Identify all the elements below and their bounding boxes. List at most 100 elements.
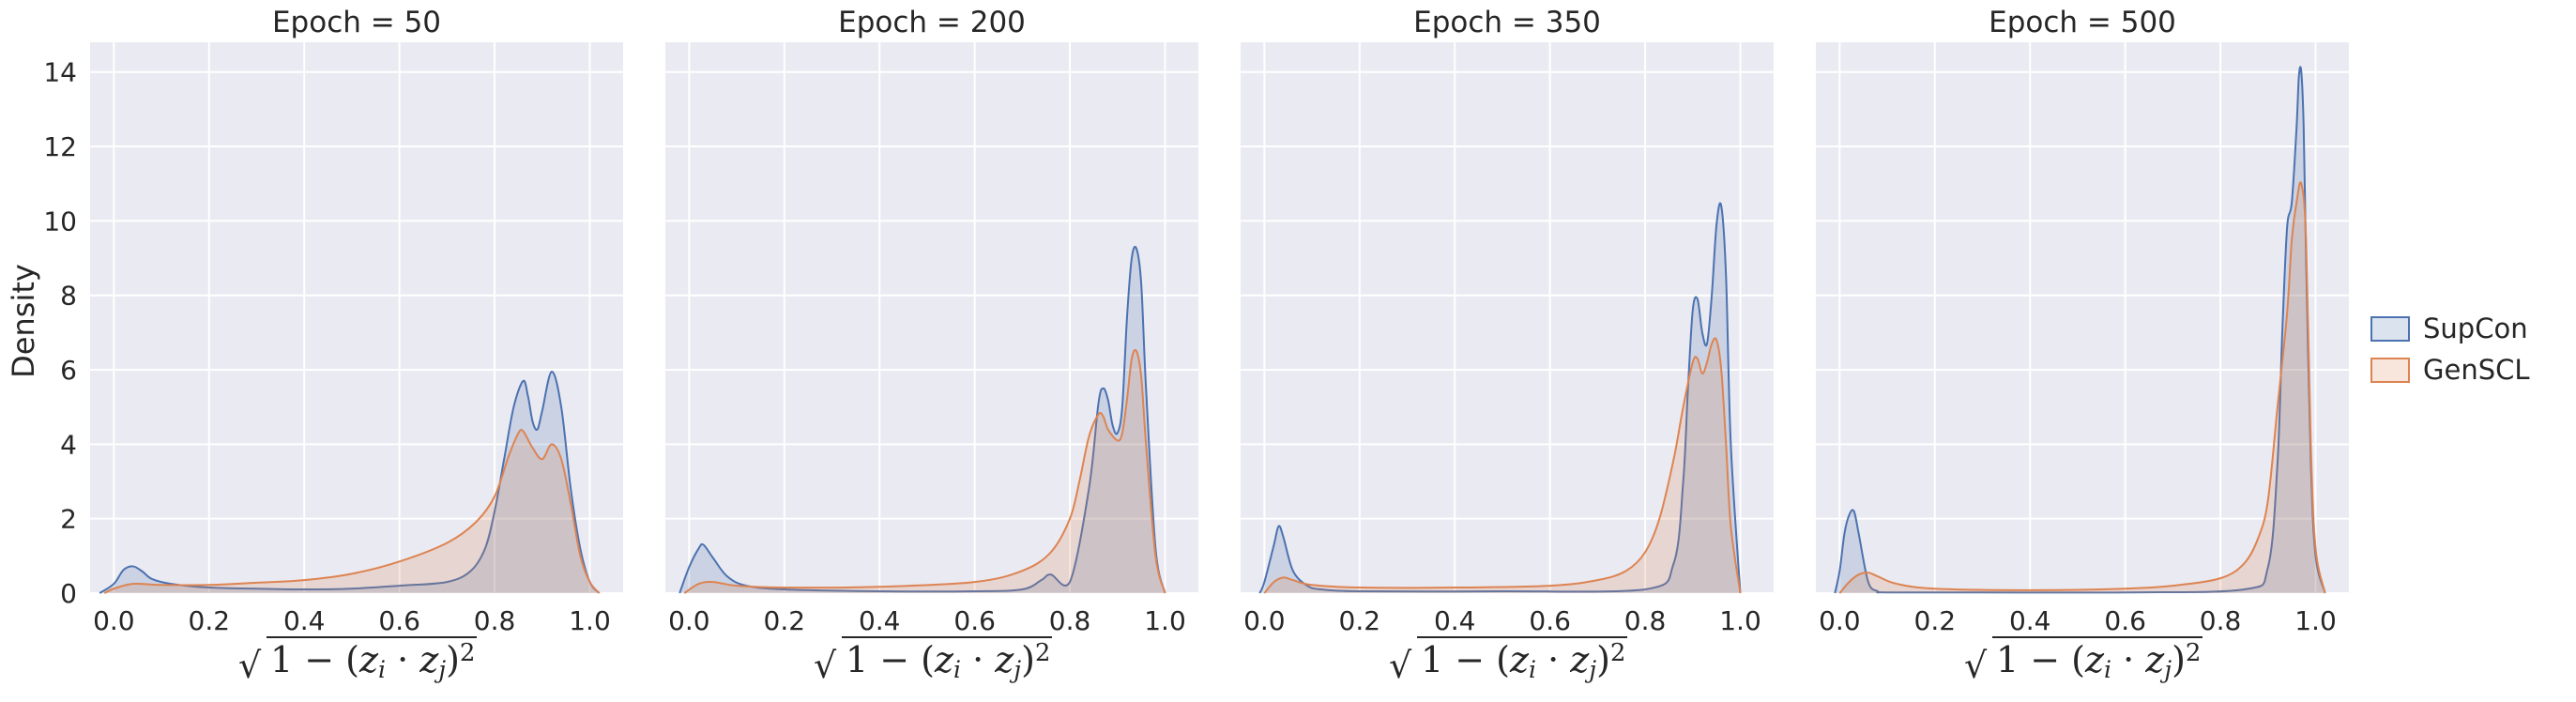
x-axis-label-sub1: i	[953, 656, 961, 683]
x-axis-label-radical: √	[1964, 645, 1988, 686]
legend-swatch-genscl	[2370, 358, 2410, 383]
x-axis-label-prefix: 1 − (	[270, 639, 359, 680]
density-line-supcon	[1258, 202, 1742, 594]
x-tick-label: 0.4	[1434, 605, 1476, 636]
x-axis-label-sup: 2	[1035, 639, 1051, 667]
x-tick-label: 0.2	[1914, 605, 1957, 636]
x-axis-label-body: 1 − (zi · zj)2	[1996, 639, 2201, 683]
density-line-genscl	[683, 348, 1166, 594]
density-area-supcon	[1835, 67, 2325, 593]
x-axis-label-suffix: )	[446, 639, 460, 680]
x-tick-label: 0.0	[93, 605, 135, 636]
x-tick-label: 0.2	[764, 605, 806, 636]
panel-2: Epoch = 200 0.0 0.2 0.4 0.6 0.8 1.0 √ 1 − (zi · …	[665, 6, 1198, 686]
panel-title: Epoch = 350	[1413, 6, 1601, 39]
density-area-genscl	[104, 429, 600, 593]
x-axis-label-radical: √	[814, 645, 837, 686]
x-tick-label: 0.6	[2104, 605, 2146, 636]
x-tick-label: 0.4	[859, 605, 901, 636]
x-axis-label-suffix: )	[1021, 639, 1035, 680]
panel-title: Epoch = 50	[272, 6, 441, 39]
x-tick-label: 0.2	[1339, 605, 1381, 636]
x-tick-label: 1.0	[569, 605, 611, 636]
plot-background	[1816, 42, 2349, 593]
legend-label-genscl: GenSCL	[2423, 354, 2530, 386]
density-area-genscl	[1839, 182, 2325, 593]
x-axis-label-z2: z	[2144, 639, 2165, 680]
y-tick-label: 0	[60, 578, 77, 609]
y-tick-label: 10	[43, 206, 77, 237]
y-tick-label: 12	[43, 131, 77, 162]
panel-title: Epoch = 200	[838, 6, 1026, 39]
x-axis-label: √ 1 − (zi · zj)2	[814, 636, 1052, 686]
panel-4: Epoch = 500 0.0 0.2 0.4 0.6 0.8 1.0 √ 1 − (zi · …	[1816, 6, 2349, 686]
x-tick-label: 0.4	[283, 605, 326, 636]
density-line-supcon	[1834, 66, 2326, 594]
x-axis-label-sub1: i	[378, 656, 386, 683]
plot-background	[665, 42, 1198, 593]
x-tick-label: 0.8	[2200, 605, 2242, 636]
x-axis-label-dot: ·	[386, 639, 419, 680]
y-axis-label: Density	[6, 264, 41, 378]
x-tick-label: 0.2	[189, 605, 231, 636]
x-tick-label: 0.8	[474, 605, 516, 636]
x-axis-label: √ 1 − (zi · zj)2	[238, 636, 477, 686]
x-axis-label-suffix: )	[2172, 639, 2186, 680]
panel-3: Epoch = 350 0.0 0.2 0.4 0.6 0.8 1.0 √ 1 − (zi · …	[1241, 6, 1774, 686]
x-axis-label-suffix: )	[1596, 639, 1610, 680]
x-axis-label-body: 1 − (zi · zj)2	[270, 639, 475, 683]
density-area-supcon	[1259, 203, 1741, 593]
x-axis-label-sub1: i	[2104, 656, 2111, 683]
x-axis-label-z1: z	[1509, 639, 1530, 680]
x-tick-label: 1.0	[2294, 605, 2337, 636]
legend-label-supcon: SupCon	[2423, 313, 2528, 344]
density-area-supcon	[99, 371, 600, 593]
plot-background	[90, 42, 623, 593]
x-axis-label-sup: 2	[460, 639, 476, 667]
x-axis-label-body: 1 − (zi · zj)2	[1421, 639, 1625, 683]
x-axis-label-z2: z	[994, 639, 1014, 680]
x-tick-label: 0.6	[378, 605, 420, 636]
x-tick-label: 1.0	[1719, 605, 1761, 636]
density-line-genscl	[1263, 337, 1742, 594]
plot-background	[1241, 42, 1774, 593]
x-axis-label-body: 1 − (zi · zj)2	[846, 639, 1050, 683]
density-line-supcon	[678, 246, 1166, 594]
x-tick-label: 0.6	[1529, 605, 1571, 636]
x-axis-label-prefix: 1 − (	[846, 639, 935, 680]
y-axis-label-group: Density	[6, 264, 41, 378]
x-axis-label-dot: ·	[1536, 639, 1570, 680]
y-tick-label: 2	[60, 504, 77, 535]
x-axis-label-z1: z	[358, 639, 379, 680]
x-tick-label: 0.4	[2009, 605, 2051, 636]
x-tick-label: 0.6	[953, 605, 996, 636]
x-axis-label-sub1: i	[1529, 656, 1536, 683]
panel-title: Epoch = 500	[1989, 6, 2176, 39]
y-tick-label: 6	[60, 355, 77, 386]
x-tick-label: 0.8	[1049, 605, 1091, 636]
density-line-genscl	[1838, 181, 2326, 594]
x-tick-label: 1.0	[1144, 605, 1186, 636]
x-axis-label-z2: z	[1569, 639, 1590, 680]
legend: SupCon GenSCL	[2370, 313, 2530, 386]
y-tick-label: 4	[60, 429, 77, 460]
x-axis-label: √ 1 − (zi · zj)2	[1964, 636, 2203, 686]
x-axis-label-dot: ·	[2111, 639, 2145, 680]
panel-1: Epoch = 50 0.0 0.2 0.4 0.6 0.8 1.0 0 2 4 6 8 10 12 14 √…	[43, 6, 623, 686]
x-tick-label: 0.0	[1243, 605, 1286, 636]
density-area-supcon	[679, 246, 1166, 593]
x-tick-label: 0.0	[668, 605, 710, 636]
x-axis-label-prefix: 1 − (	[1996, 639, 2085, 680]
y-tick-label: 8	[60, 281, 77, 312]
density-line-supcon	[99, 371, 601, 594]
density-area-genscl	[684, 349, 1166, 593]
density-line-genscl	[103, 428, 601, 594]
x-axis-label-dot: ·	[961, 639, 995, 680]
y-tick-label: 14	[43, 57, 77, 88]
x-axis-label-prefix: 1 − (	[1421, 639, 1510, 680]
x-axis-label-z1: z	[934, 639, 954, 680]
x-axis-label-sup: 2	[2186, 639, 2202, 667]
x-axis-label-radical: √	[1389, 645, 1412, 686]
x-tick-label: 0.8	[1624, 605, 1667, 636]
